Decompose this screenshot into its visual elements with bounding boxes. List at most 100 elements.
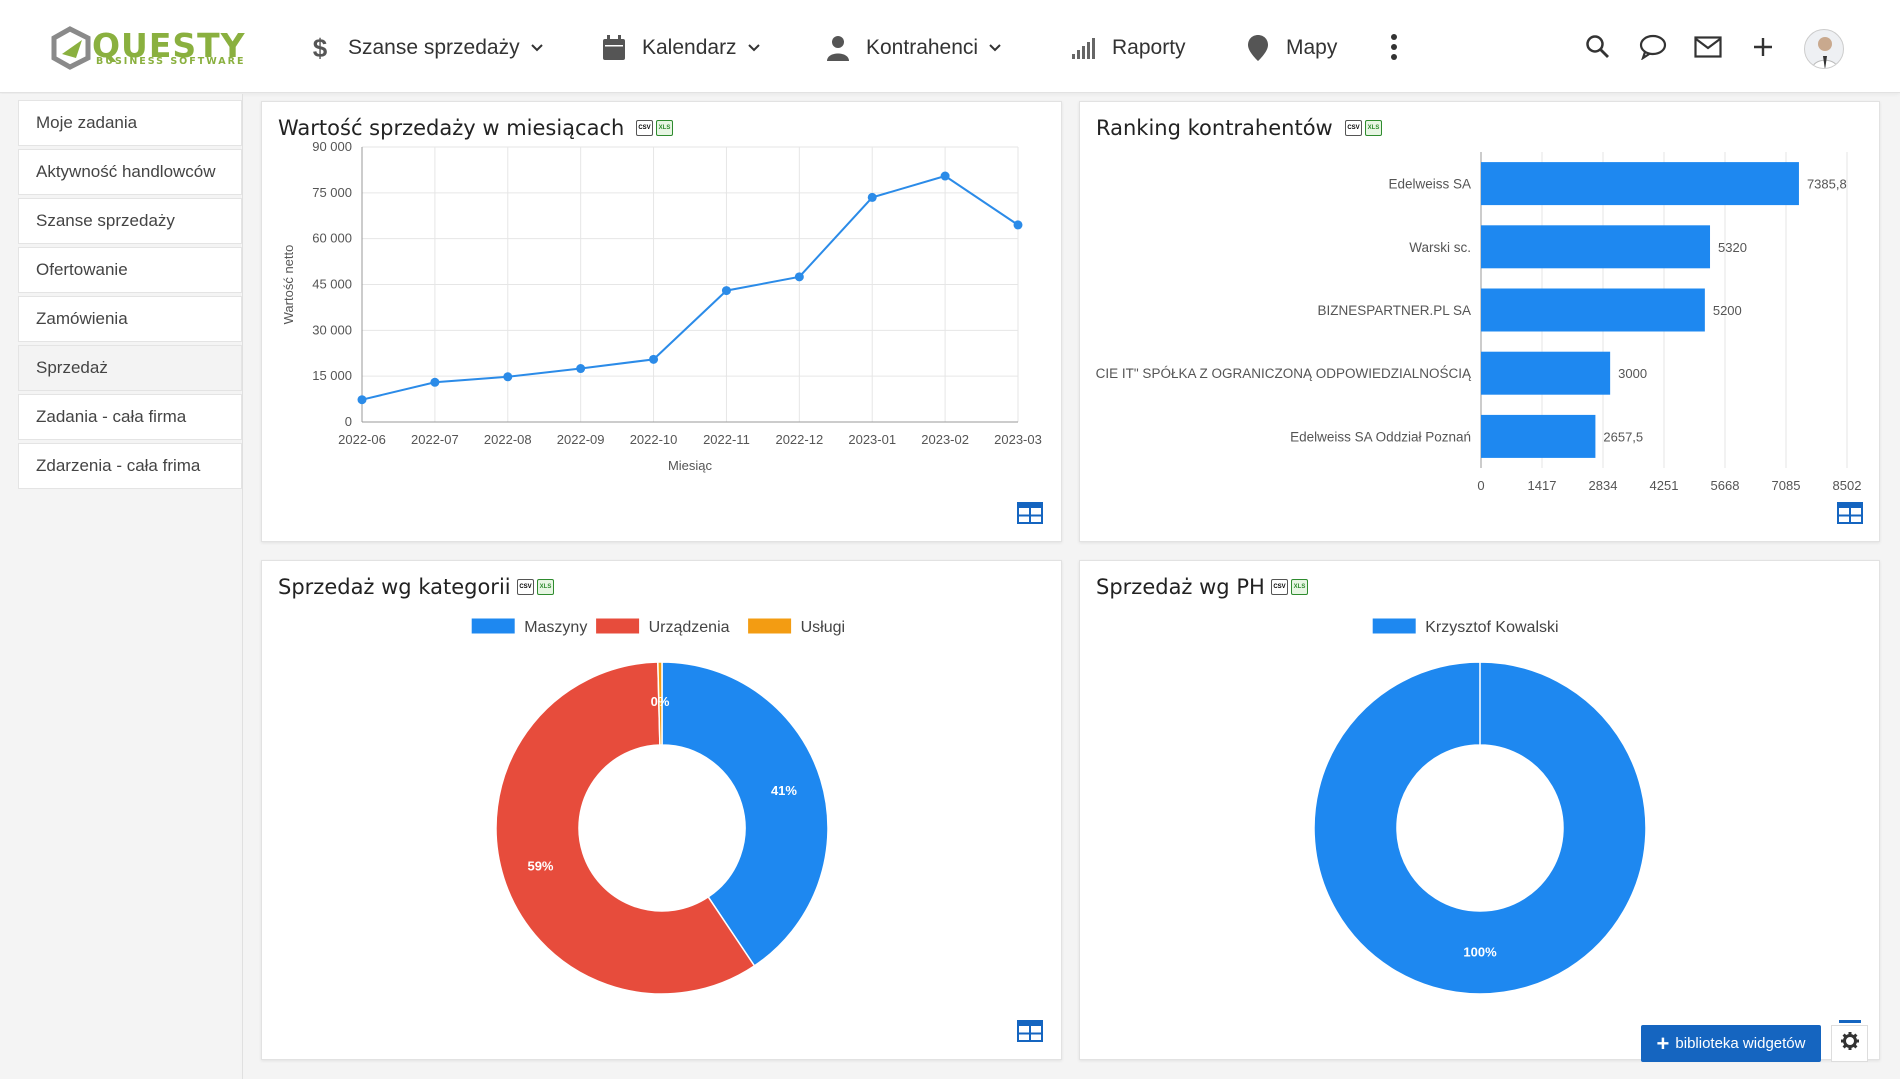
data-point xyxy=(357,395,367,405)
y-tick-label: 0 xyxy=(345,414,352,429)
widget-library-label: biblioteka widgetów xyxy=(1675,1035,1806,1052)
y-tick-label: 15 000 xyxy=(312,368,352,383)
data-point xyxy=(721,286,731,296)
export-icons: CSV XLS xyxy=(1271,579,1308,595)
y-tick-label: 90 000 xyxy=(312,139,352,154)
data-point xyxy=(940,171,950,181)
nav-mapy[interactable]: Mapy xyxy=(1244,30,1337,66)
widget-library-button[interactable]: + biblioteka widgetów xyxy=(1641,1025,1821,1062)
more-vertical-icon[interactable] xyxy=(1379,32,1409,62)
nav-kontrahenci[interactable]: Kontrahenci xyxy=(824,30,1002,66)
xls-export-icon[interactable]: XLS xyxy=(537,579,554,595)
widget-title: Sprzedaż wg PH xyxy=(1096,575,1265,599)
csv-export-icon[interactable]: CSV xyxy=(1345,120,1362,136)
sidebar-item-zamowienia[interactable]: Zamówienia xyxy=(18,296,242,342)
x-tick-label: 2022-11 xyxy=(703,432,750,447)
y-tick-label: 30 000 xyxy=(312,322,352,337)
sidebar-item-ofertowanie[interactable]: Ofertowanie xyxy=(18,247,242,293)
x-axis-title: Miesiąc xyxy=(668,458,713,473)
widget-title: Sprzedaż wg kategorii xyxy=(278,575,511,599)
x-tick-label: 1417 xyxy=(1528,478,1557,493)
category-donut-chart: Maszyny Urządzenia Usługi 41% 59% 0% xyxy=(470,617,845,995)
x-tick-label: 2022-06 xyxy=(338,432,386,447)
x-tick-label: 2022-12 xyxy=(775,432,823,447)
table-view-icon[interactable] xyxy=(1837,502,1863,524)
data-point xyxy=(503,372,513,382)
category-label: Edelweiss SA xyxy=(1388,177,1471,192)
bar xyxy=(1481,162,1799,206)
person-icon xyxy=(824,34,852,62)
data-point xyxy=(430,377,440,387)
csv-export-icon[interactable]: CSV xyxy=(1271,579,1288,595)
widget-contractor-ranking: Ranking kontrahentów CSV XLS 0 1417 2834 42… xyxy=(1079,101,1880,542)
bar xyxy=(1481,414,1596,458)
ranking-bar-chart: 0 1417 2834 4251 5668 7085 8502 Edelweiss SA 738… xyxy=(1096,152,1862,493)
category-label: CIE IT" SPÓŁKA Z OGRANICZONĄ ODPOWIEDZIA… xyxy=(1096,366,1472,381)
data-point xyxy=(794,272,804,282)
top-bar: QUESTY BUSINESS SOFTWARE $ Szanse sprzed… xyxy=(0,0,1900,93)
data-point xyxy=(867,192,877,202)
chat-icon[interactable] xyxy=(1638,32,1668,62)
search-icon[interactable] xyxy=(1583,32,1613,62)
xls-export-icon[interactable]: XLS xyxy=(1291,579,1308,595)
chevron-down-icon xyxy=(530,41,544,55)
nav-label: Mapy xyxy=(1286,36,1338,59)
table-view-icon[interactable] xyxy=(1017,502,1043,524)
data-label: 2657,5 xyxy=(1603,429,1643,444)
sidebar-item-zadania-cala-firma[interactable]: Zadania - cała firma xyxy=(18,394,242,440)
slice xyxy=(495,661,756,995)
slice-label: 41% xyxy=(771,783,797,798)
bar xyxy=(1481,288,1705,332)
y-tick-label: 75 000 xyxy=(312,185,352,200)
sidebar-item-zdarzenia-cala-frima[interactable]: Zdarzenia - cała frima xyxy=(18,443,242,489)
category-label: Warski sc. xyxy=(1409,240,1471,255)
y-axis-title: Wartość netto xyxy=(281,245,296,325)
nav-raporty[interactable]: Raporty xyxy=(1070,30,1186,66)
legend-swatch xyxy=(1371,617,1417,635)
chevron-down-icon xyxy=(988,41,1002,55)
avatar[interactable] xyxy=(1804,29,1844,69)
legend-swatch xyxy=(595,617,641,635)
sidebar-item-label: Szanse sprzedaży xyxy=(36,211,175,230)
questy-logo[interactable]: QUESTY BUSINESS SOFTWARE xyxy=(48,26,263,72)
nav-label: Szanse sprzedaży xyxy=(348,36,520,59)
sidebar-item-aktywnosc-handlowcow[interactable]: Aktywność handlowców xyxy=(18,149,242,195)
nav-label: Raporty xyxy=(1112,36,1186,59)
plus-icon[interactable] xyxy=(1748,32,1778,62)
widget-sales-by-ph: Sprzedaż wg PH CSV XLS Krzysztof Kowalsk… xyxy=(1079,560,1880,1060)
x-tick-label: 2022-08 xyxy=(484,432,532,447)
sidebar-item-szanse-sprzedazy[interactable]: Szanse sprzedaży xyxy=(18,198,242,244)
data-label: 3000 xyxy=(1618,366,1647,381)
x-tick-label: 2834 xyxy=(1589,478,1618,493)
slice xyxy=(1313,661,1647,995)
slice xyxy=(661,661,829,967)
line-chart: 0 15 000 30 000 45 000 60 000 75 000 90 000 202… xyxy=(281,139,1042,473)
csv-export-icon[interactable]: CSV xyxy=(636,120,653,136)
nav-kalendarz[interactable]: Kalendarz xyxy=(600,30,761,66)
slice-label: 100% xyxy=(1463,945,1497,960)
widget-sales-by-category: Sprzedaż wg kategorii CSV XLS Maszyny Urz… xyxy=(261,560,1062,1060)
sidebar-item-label: Zamówienia xyxy=(36,309,128,328)
x-tick-label: 2023-02 xyxy=(921,432,969,447)
sidebar-item-moje-zadania[interactable]: Moje zadania xyxy=(18,100,242,146)
x-tick-label: 4251 xyxy=(1650,478,1679,493)
category-label: BIZNESPARTNER.PL SA xyxy=(1317,303,1471,318)
table-view-icon[interactable] xyxy=(1017,1020,1043,1042)
mail-icon[interactable] xyxy=(1693,32,1723,62)
x-tick-label: 7085 xyxy=(1772,478,1801,493)
nav-label: Kontrahenci xyxy=(866,36,979,59)
legend-label: Maszyny xyxy=(524,619,587,636)
csv-export-icon[interactable]: CSV xyxy=(517,579,534,595)
xls-export-icon[interactable]: XLS xyxy=(1365,120,1382,136)
series-line xyxy=(361,174,1019,401)
calendar-icon xyxy=(600,34,628,62)
bar-signal-icon xyxy=(1070,34,1098,62)
sidebar-item-sprzedaz[interactable]: Sprzedaż xyxy=(18,345,242,391)
x-tick-label: 2023-03 xyxy=(994,432,1042,447)
legend-label: Urządzenia xyxy=(649,619,730,636)
data-point xyxy=(649,354,659,364)
settings-button[interactable] xyxy=(1831,1025,1868,1062)
x-tick-label: 8502 xyxy=(1833,478,1862,493)
nav-szanse-sprzedazy[interactable]: $ Szanse sprzedaży xyxy=(306,30,544,66)
xls-export-icon[interactable]: XLS xyxy=(656,120,673,136)
